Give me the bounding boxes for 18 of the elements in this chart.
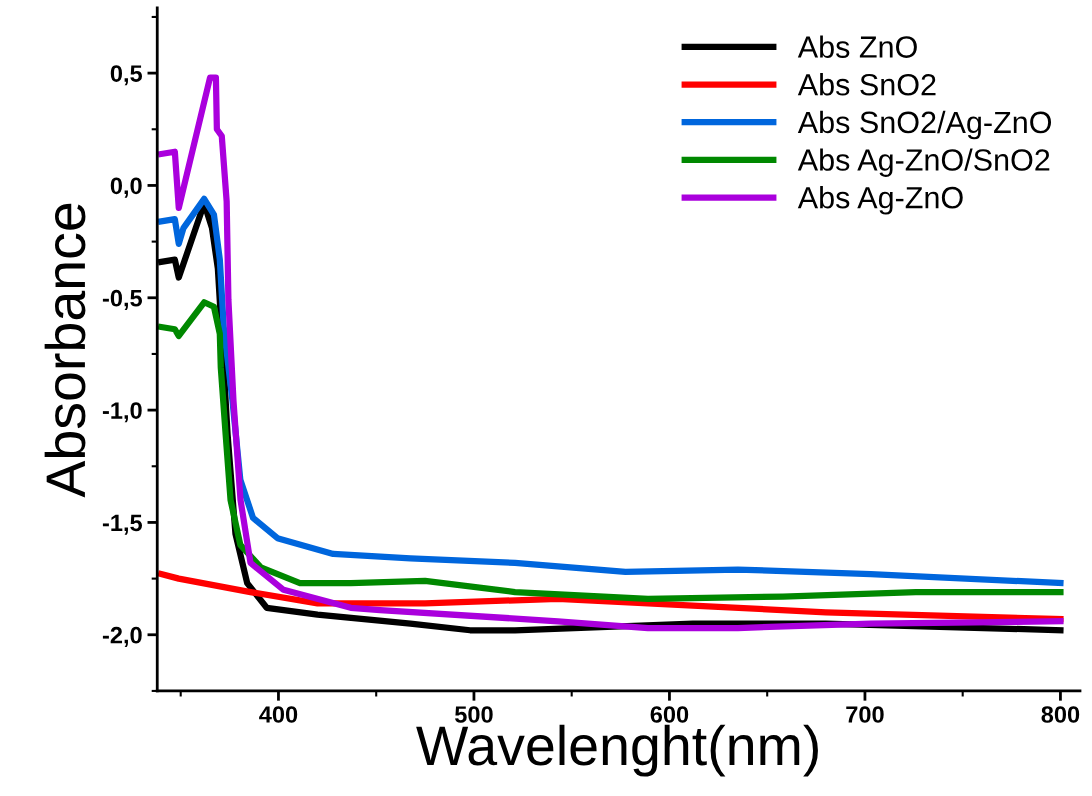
- y-tick-label: -1,0: [102, 402, 142, 423]
- x-axis-title: Wavelenght(nm): [416, 724, 818, 777]
- x-tick-label: 500: [454, 706, 493, 723]
- x-tick-label: 600: [650, 706, 689, 723]
- legend-label: Abs SnO2: [797, 73, 936, 96]
- legend-label: Abs SnO2/Ag-ZnO: [797, 110, 1052, 140]
- y-tick-label: -2,0: [102, 626, 142, 647]
- y-tick-label: -1,5: [102, 514, 143, 535]
- legend-label: Abs Ag-ZnO/SnO2: [797, 148, 1050, 177]
- y-tick-label: 0,0: [110, 177, 142, 198]
- y-tick-label: -0,5: [102, 289, 143, 310]
- x-tick-label: 700: [846, 706, 884, 723]
- legend-label: Abs ZnO: [797, 35, 917, 58]
- x-tick-label: 400: [259, 706, 298, 723]
- legend-label: Abs Ag-ZnO: [797, 186, 963, 215]
- y-tick-label: 0,5: [110, 65, 143, 86]
- y-axis-title: Absorbance: [44, 203, 86, 498]
- x-tick-label: 800: [1041, 706, 1080, 723]
